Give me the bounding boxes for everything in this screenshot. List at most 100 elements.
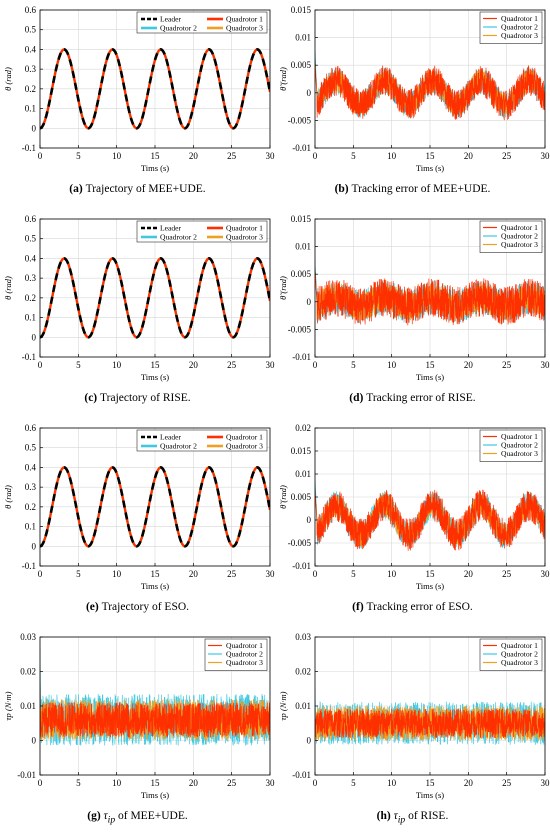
legend-label: Quadrotor 1 (226, 224, 263, 233)
x-tick-label: 5 (76, 778, 81, 788)
caption-d: (d) Tracking error of RISE. (275, 392, 550, 404)
y-tick-label: 0 (307, 88, 312, 98)
x-tick-label: 0 (38, 360, 43, 370)
chart-panel-e: 0 5 10 15 20 25 30 -0.1 0 0.1 0.2 0.3 0.4 0.5 0.6 Tims … (0, 418, 275, 627)
x-tick-label: 10 (112, 360, 122, 370)
x-tick-label: 0 (313, 360, 318, 370)
y-tick-label: -0.1 (22, 143, 36, 153)
series-line-leader (40, 466, 270, 548)
legend-box (204, 638, 268, 671)
x-tick-label: 15 (151, 360, 161, 370)
x-tick-label: 0 (38, 778, 43, 788)
y-tick-label: -0.1 (22, 561, 36, 571)
legend-label: Quadrotor 3 (501, 449, 538, 458)
y-tick-label: 0.1 (25, 104, 36, 114)
caption-math: τip (103, 810, 116, 826)
x-tick-label: 15 (151, 151, 161, 161)
caption-math: τip (393, 810, 406, 826)
y-tick-label: -0.01 (292, 561, 311, 571)
x-tick-label: 25 (502, 360, 512, 370)
legend-label: Quadrotor 3 (226, 24, 263, 33)
y-tick-label: 0.5 (25, 234, 37, 244)
legend-label: Quadrotor 3 (501, 240, 538, 249)
x-tick-label: 20 (464, 778, 474, 788)
legend-box (136, 429, 268, 452)
series-group (315, 688, 545, 746)
legend-label: Quadrotor 3 (501, 31, 538, 40)
y-axis-label: τp (N·m) (278, 691, 288, 720)
series-line-quadrotor-1 (315, 708, 545, 738)
x-tick-label: 10 (112, 569, 122, 579)
legend-box (479, 220, 543, 253)
legend-box (136, 220, 268, 243)
x-tick-label: 10 (387, 569, 397, 579)
legend-label: Quadrotor 3 (226, 442, 263, 451)
x-tick-label: 20 (189, 569, 199, 579)
caption-text: Trajectory of MEE+UDE. (85, 183, 206, 195)
x-axis-label: Tims (s) (141, 581, 169, 591)
caption-h: (h) τip of RISE. (275, 810, 550, 825)
legend-label: Quadrotor 2 (160, 233, 197, 242)
series-group (315, 479, 545, 551)
y-tick-label: 0 (307, 736, 312, 746)
caption-b: (b) Tracking error of MEE+UDE. (275, 183, 550, 195)
y-tick-label: 0.3 (25, 64, 37, 74)
x-axis-label: Tims (s) (141, 163, 169, 173)
x-tick-label: 15 (426, 360, 436, 370)
y-tick-label: 0.03 (20, 632, 36, 642)
x-tick-label: 30 (541, 778, 550, 788)
y-tick-label: 0.02 (20, 667, 36, 677)
caption-label: (b) (334, 183, 352, 195)
x-tick-label: 5 (76, 360, 81, 370)
series-group (40, 466, 270, 548)
y-tick-label: 0.4 (25, 44, 37, 54)
x-tick-label: 0 (38, 151, 43, 161)
caption-text: Trajectory of ESO. (101, 601, 190, 613)
x-tick-label: 30 (266, 569, 276, 579)
series-line-quadrotor-1 (315, 269, 545, 326)
x-tick-label: 5 (76, 151, 81, 161)
y-tick-label: 0.02 (295, 667, 311, 677)
caption-text: Trajectory of RISE. (100, 392, 191, 404)
x-tick-label: 15 (426, 151, 436, 161)
caption-a: (a) Trajectory of MEE+UDE. (0, 183, 275, 195)
y-tick-label: 0 (32, 541, 37, 551)
series-group (40, 647, 270, 746)
x-axis-label: Tims (s) (141, 372, 169, 382)
x-axis-label: Tims (s) (416, 372, 444, 382)
x-tick-label: 25 (227, 360, 237, 370)
y-axis-label: θ (rad) (3, 485, 13, 509)
legend-label: Quadrotor 1 (226, 641, 263, 650)
x-tick-label: 25 (502, 151, 512, 161)
legend-label: Quadrotor 1 (501, 223, 538, 232)
y-tick-label: -0.01 (17, 770, 36, 780)
y-tick-label: 0.02 (295, 423, 311, 433)
x-tick-label: 15 (426, 778, 436, 788)
caption-text: Tracking error of MEE+UDE. (351, 183, 491, 195)
x-tick-label: 25 (227, 778, 237, 788)
x-tick-label: 25 (502, 778, 512, 788)
legend-label: Quadrotor 1 (501, 432, 538, 441)
y-axis-label: θ (rad) (3, 67, 13, 91)
y-tick-label: 0.01 (295, 701, 311, 711)
caption-g: (g) τip of MEE+UDE. (0, 810, 275, 825)
x-tick-label: 5 (351, 569, 356, 579)
y-tick-label: 0 (307, 515, 312, 525)
y-tick-label: 0.2 (25, 84, 36, 94)
y-axis-label: θ (rad) (3, 276, 13, 300)
x-tick-label: 10 (387, 778, 397, 788)
x-tick-label: 30 (266, 778, 276, 788)
y-tick-label: 0.6 (25, 5, 37, 15)
caption-text: of RISE. (405, 810, 449, 822)
caption-c: (c) Trajectory of RISE. (0, 392, 275, 404)
y-tick-label: 0.005 (291, 492, 312, 502)
caption-label: (a) (69, 183, 86, 195)
x-tick-label: 25 (502, 569, 512, 579)
legend-label: Quadrotor 1 (501, 641, 538, 650)
x-tick-label: 0 (313, 151, 318, 161)
x-tick-label: 30 (266, 151, 276, 161)
x-tick-label: 20 (464, 360, 474, 370)
y-tick-label: -0.01 (292, 352, 311, 362)
y-tick-label: 0 (32, 332, 37, 342)
x-tick-label: 20 (464, 569, 474, 579)
